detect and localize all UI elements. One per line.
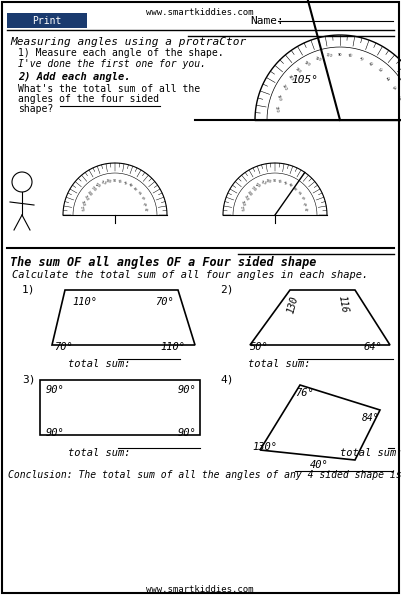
Text: Conclusion: The total sum of all the angles of any 4 sided shape is: Conclusion: The total sum of all the ang… <box>8 470 401 480</box>
Text: 100: 100 <box>106 179 112 184</box>
Text: 90°: 90° <box>178 385 197 395</box>
Text: 1) Measure each angle of the shape.: 1) Measure each angle of the shape. <box>18 48 224 58</box>
Text: 90: 90 <box>338 53 342 57</box>
Text: 30: 30 <box>393 84 399 90</box>
Text: 70°: 70° <box>155 297 174 307</box>
Text: 50: 50 <box>134 186 140 192</box>
Text: 110°: 110° <box>160 342 185 352</box>
Text: total sum:: total sum: <box>340 448 401 458</box>
Text: Measuring angles using a protraCtor: Measuring angles using a protraCtor <box>10 37 246 47</box>
Text: 100: 100 <box>325 54 332 58</box>
Text: 60: 60 <box>129 183 135 188</box>
Text: shape?: shape? <box>18 104 53 114</box>
Text: 140: 140 <box>286 74 294 82</box>
Text: 50: 50 <box>294 186 300 192</box>
Text: 150: 150 <box>82 195 89 202</box>
Text: 130: 130 <box>250 186 257 192</box>
Text: 160: 160 <box>80 200 86 207</box>
Text: 64°: 64° <box>364 342 383 352</box>
Text: 70: 70 <box>124 180 129 186</box>
Text: 2): 2) <box>220 284 233 294</box>
Text: I've done the first one for you.: I've done the first one for you. <box>18 59 206 69</box>
Text: total sum:: total sum: <box>68 448 130 458</box>
Text: 60: 60 <box>289 183 295 188</box>
Text: 140: 140 <box>85 190 92 196</box>
Text: 150: 150 <box>242 195 249 202</box>
Text: 40: 40 <box>298 190 304 196</box>
Text: 170: 170 <box>79 206 84 212</box>
Text: 84°: 84° <box>362 413 380 423</box>
Text: 1): 1) <box>22 284 36 294</box>
Text: 70: 70 <box>284 180 289 186</box>
Text: 3): 3) <box>22 375 36 385</box>
Text: 20: 20 <box>399 95 401 101</box>
Text: Print: Print <box>32 16 62 26</box>
Text: What's the total sum of all the: What's the total sum of all the <box>18 84 200 94</box>
Text: 10: 10 <box>146 207 151 211</box>
Bar <box>40 380 200 435</box>
Text: 160: 160 <box>240 200 246 207</box>
Text: 40°: 40° <box>310 460 329 470</box>
Text: 90: 90 <box>273 179 277 183</box>
Text: 110: 110 <box>100 180 107 186</box>
Text: 150: 150 <box>280 83 287 92</box>
Text: The sum OF all angles OF a Four sided shape: The sum OF all angles OF a Four sided sh… <box>10 256 316 269</box>
Text: 170: 170 <box>273 105 279 112</box>
Text: 130: 130 <box>90 186 97 192</box>
Text: 105°: 105° <box>292 75 318 85</box>
Text: 100: 100 <box>266 179 272 184</box>
Text: 120: 120 <box>95 183 101 189</box>
Text: 4): 4) <box>220 375 233 385</box>
Text: 90: 90 <box>113 179 117 183</box>
Text: Calculate the total sum of all four angles in each shape.: Calculate the total sum of all four angl… <box>12 270 368 280</box>
Text: 80: 80 <box>279 179 283 184</box>
Text: 90°: 90° <box>46 428 65 438</box>
Text: 140: 140 <box>245 190 252 196</box>
Text: 80: 80 <box>119 179 123 184</box>
Bar <box>7 13 87 28</box>
Text: 50: 50 <box>379 67 385 73</box>
Text: 130: 130 <box>286 295 300 315</box>
Text: 160: 160 <box>276 94 282 102</box>
Text: 40: 40 <box>387 75 393 82</box>
Text: 20: 20 <box>144 201 150 206</box>
Text: 170: 170 <box>239 206 244 212</box>
Text: 120: 120 <box>255 183 261 189</box>
Text: 30: 30 <box>302 195 307 201</box>
Text: angles of the four sided: angles of the four sided <box>18 94 159 104</box>
Text: Name:: Name: <box>250 16 284 26</box>
Text: 90°: 90° <box>178 428 197 438</box>
Text: 110: 110 <box>314 56 322 62</box>
Text: www.smartkiddies.com: www.smartkiddies.com <box>146 8 254 17</box>
Text: 130: 130 <box>294 67 302 74</box>
Text: 70°: 70° <box>54 342 73 352</box>
Text: 80: 80 <box>349 54 354 58</box>
Text: 76°: 76° <box>295 388 314 398</box>
Text: 130°: 130° <box>252 442 277 452</box>
Text: 110°: 110° <box>72 297 97 307</box>
Text: 30: 30 <box>142 195 147 201</box>
Text: 20: 20 <box>304 201 310 206</box>
Text: 50°: 50° <box>250 342 269 352</box>
Text: 110: 110 <box>260 180 267 186</box>
Text: 40: 40 <box>138 190 144 196</box>
Text: total sum:: total sum: <box>248 359 310 369</box>
Text: 116: 116 <box>336 295 349 314</box>
Text: 60: 60 <box>370 61 375 67</box>
Text: 2) Add each angle.: 2) Add each angle. <box>18 72 130 82</box>
Text: 10: 10 <box>306 207 311 211</box>
Text: 70: 70 <box>359 57 365 61</box>
Text: www.smartkiddies.com: www.smartkiddies.com <box>146 585 254 594</box>
Text: 120: 120 <box>304 60 312 67</box>
Text: 90°: 90° <box>46 385 65 395</box>
Text: total sum:: total sum: <box>68 359 130 369</box>
